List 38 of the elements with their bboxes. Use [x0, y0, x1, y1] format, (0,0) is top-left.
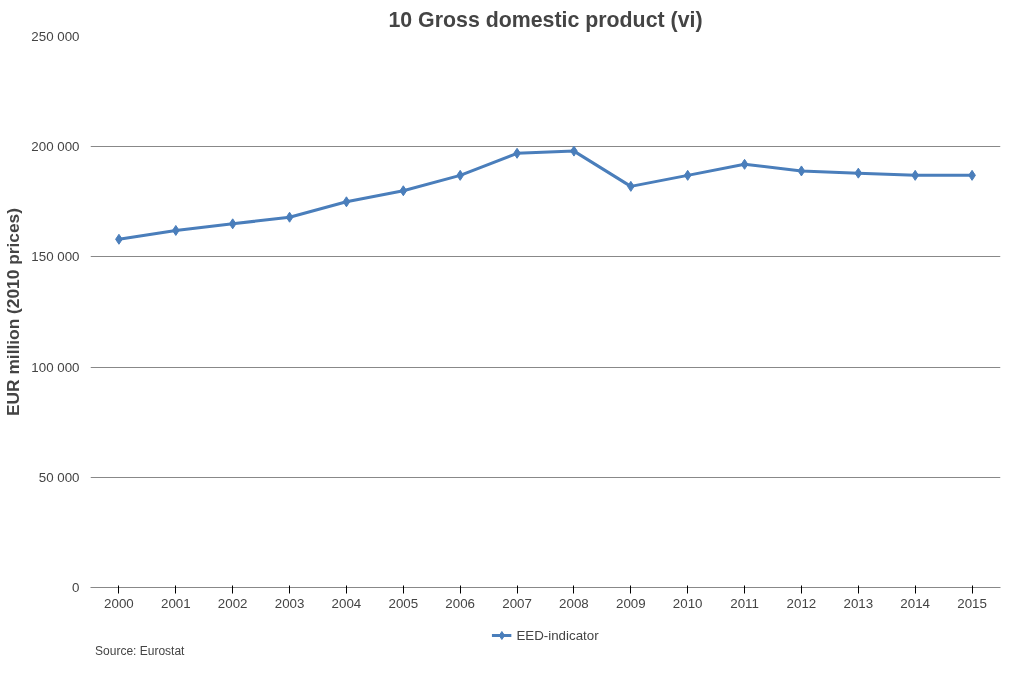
x-tick-label: 2006 — [445, 595, 476, 611]
point — [171, 224, 180, 236]
chart-title: 10 Gross domestic product (vi) — [388, 7, 703, 32]
y-axis-title: EUR million (2010 prices) — [3, 207, 24, 416]
y-tick-label: 200 000 — [31, 139, 80, 155]
x-tick-label: 2013 — [843, 595, 874, 611]
y-tick-label: 100 000 — [31, 359, 80, 375]
x-tick-label: 2007 — [502, 595, 532, 611]
x-tick-label: 2008 — [559, 595, 589, 611]
point — [911, 169, 920, 181]
x-tick-label: 2012 — [786, 595, 817, 611]
x-tick-label: 2010 — [672, 595, 703, 611]
x-tick-label: 2001 — [160, 595, 191, 611]
y-tick-label: 50 000 — [38, 469, 80, 485]
point — [228, 218, 237, 230]
x-tick-label: 2011 — [730, 595, 759, 611]
x-tick-label: 2015 — [957, 595, 987, 611]
point — [740, 158, 749, 170]
y-tick-label: 150 000 — [31, 249, 80, 265]
source-note: Source: Eurostat — [95, 644, 186, 658]
y-tick-label: 250 000 — [31, 29, 80, 44]
point — [285, 211, 294, 223]
point — [342, 196, 351, 208]
point — [626, 180, 635, 192]
x-tick-label: 2009 — [615, 595, 646, 611]
x-tick-label: 2005 — [388, 595, 419, 611]
x-tick-label: 2014 — [900, 595, 931, 611]
point — [797, 165, 806, 177]
legend-label: EED-indicator — [516, 627, 599, 643]
x-tick-label: 2002 — [217, 595, 248, 611]
point — [399, 185, 408, 197]
point — [456, 169, 465, 181]
point — [854, 167, 863, 179]
y-tick-label: 0 — [72, 580, 80, 595]
point — [683, 169, 692, 181]
x-tick-label: 2000 — [104, 595, 134, 611]
x-tick-label: 2004 — [331, 595, 362, 611]
x-tick-label: 2003 — [274, 595, 305, 611]
